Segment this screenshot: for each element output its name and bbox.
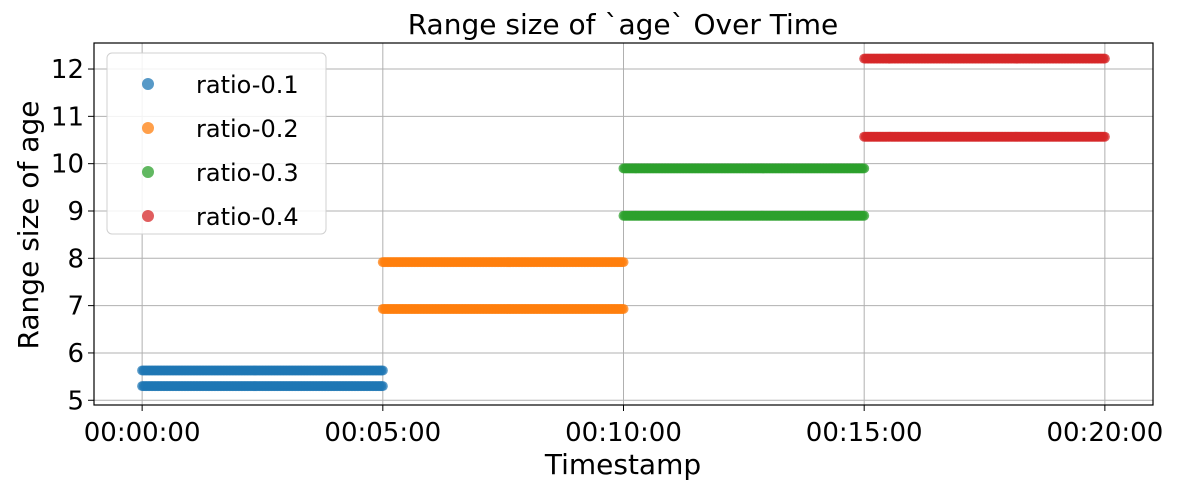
- data-point: [618, 303, 629, 314]
- data-point: [859, 163, 870, 174]
- data-point: [377, 381, 388, 392]
- y-tick-label: 8: [67, 244, 84, 274]
- legend-marker: [142, 122, 154, 134]
- x-tick-label: 00:20:00: [1046, 418, 1163, 448]
- y-tick-label: 5: [67, 386, 84, 416]
- series-ratio-0.1: [137, 365, 388, 392]
- series-ratio-0.4: [859, 53, 1110, 142]
- chart-title: Range size of `age` Over Time: [408, 8, 839, 41]
- y-tick-label: 9: [67, 197, 84, 227]
- y-ticks: 5 6 7 8 9 10 11 12: [51, 55, 94, 416]
- x-tick-label: 00:00:00: [84, 418, 201, 448]
- x-ticks: 00:00:00 00:05:00 00:10:00 00:15:00 00:20:00: [84, 405, 1163, 448]
- legend-label: ratio-0.1: [196, 71, 299, 99]
- legend-label: ratio-0.2: [196, 115, 299, 143]
- data-point: [1099, 131, 1110, 142]
- legend-label: ratio-0.3: [196, 159, 299, 187]
- x-tick-label: 00:15:00: [806, 418, 923, 448]
- data-point: [377, 365, 388, 376]
- data-point: [618, 257, 629, 268]
- legend-marker: [142, 166, 154, 178]
- data-point: [859, 210, 870, 221]
- legend: ratio-0.1 ratio-0.2 ratio-0.3 ratio-0.4: [106, 52, 327, 235]
- data-points: [137, 53, 1110, 392]
- data-point: [1099, 53, 1110, 64]
- y-tick-label: 7: [67, 292, 84, 322]
- legend-label: ratio-0.4: [196, 203, 299, 231]
- x-tick-label: 00:05:00: [324, 418, 441, 448]
- y-axis-label: Range size of age: [12, 101, 45, 350]
- y-tick-label: 11: [51, 102, 84, 132]
- series-ratio-0.3: [618, 163, 870, 221]
- x-tick-label: 00:10:00: [565, 418, 682, 448]
- y-tick-label: 10: [51, 150, 84, 180]
- y-tick-label: 12: [51, 55, 84, 85]
- y-tick-label: 6: [67, 339, 84, 369]
- x-axis-label: Timestamp: [544, 448, 701, 481]
- legend-marker: [142, 78, 154, 90]
- legend-marker: [142, 210, 154, 222]
- legend-box: [106, 52, 327, 235]
- series-ratio-0.2: [377, 257, 629, 314]
